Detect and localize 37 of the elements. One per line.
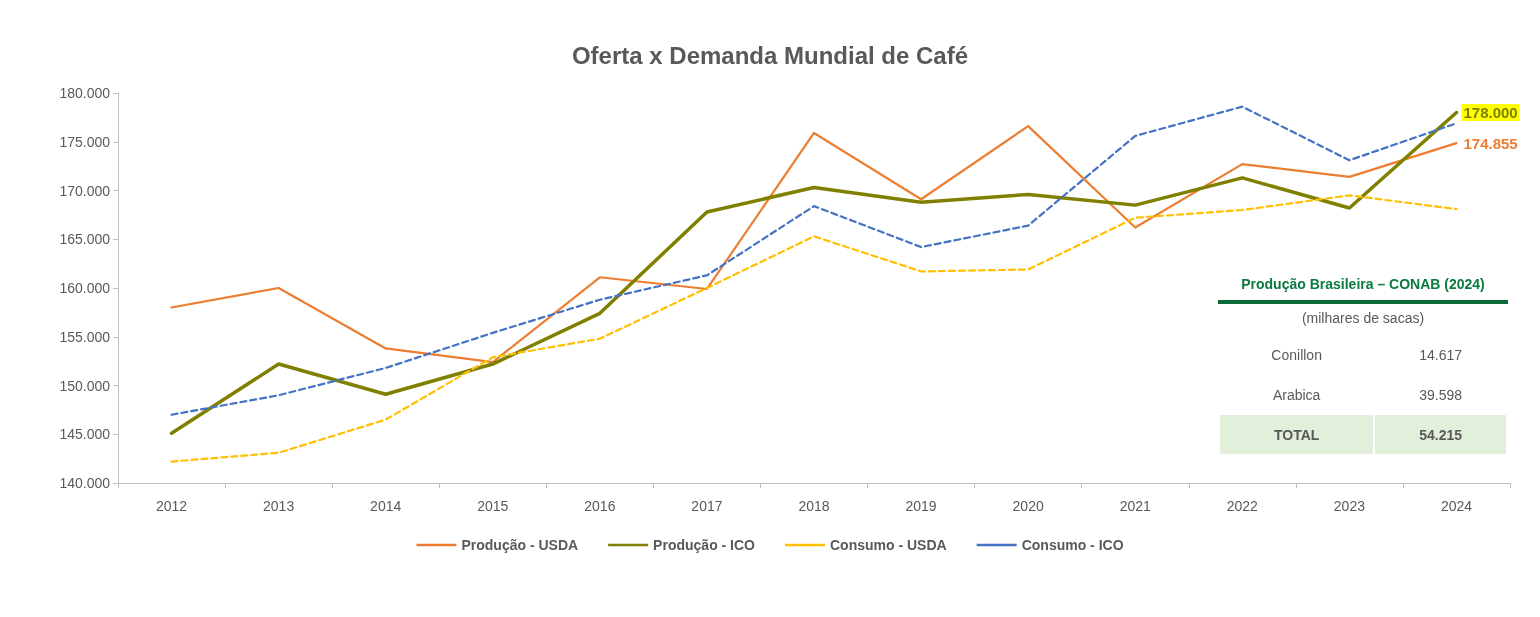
x-tick-label: 2016	[584, 498, 616, 514]
legend-label: Produção - ICO	[653, 537, 756, 553]
y-tick-label: 175.000	[59, 133, 111, 150]
text: Produção Brasileira – CONAB (2024)	[1218, 276, 1508, 304]
x-tick-label: 2014	[370, 498, 402, 514]
x-tick-label: 2018	[798, 498, 830, 514]
x-tick-label: 2012	[155, 498, 188, 514]
x-tick-label: 2021	[1119, 498, 1152, 514]
text: 39.598	[1419, 386, 1463, 403]
category-label: Conillon	[1270, 345, 1323, 365]
legend-label: Consumo - USDA	[830, 537, 947, 553]
y-tick-label: 180.000	[59, 85, 111, 101]
x-tick-label: 2023	[1333, 498, 1366, 514]
text: 14.617	[1419, 346, 1463, 363]
chart-title: Oferta x Demanda Mundial de Café	[571, 41, 969, 69]
y-tick-label: 170.000	[59, 182, 111, 199]
category-label: Arabica	[1271, 385, 1322, 405]
x-tick-label: 2019	[905, 498, 937, 514]
x-tick-label: 2017	[691, 498, 723, 514]
y-tick-label: 155.000	[59, 328, 111, 345]
x-tick-label: 2015	[477, 498, 509, 514]
text: (milhares de sacas)	[1300, 309, 1426, 328]
text: 54.215	[1419, 426, 1463, 443]
data-label: 174.855	[1463, 134, 1518, 152]
y-tick-label: 140.000	[59, 475, 111, 491]
y-tick-label: 160.000	[59, 280, 111, 296]
y-tick-label: 165.000	[59, 231, 111, 248]
category-label: TOTAL	[1220, 415, 1374, 454]
y-tick-label: 150.000	[59, 377, 111, 394]
x-tick-label: 2013	[263, 498, 295, 514]
y-tick-label: 145.000	[59, 426, 111, 443]
legend-label: Produção - USDA	[461, 537, 579, 553]
data-label: 178.000	[1463, 104, 1518, 121]
x-tick-label: 2020	[1012, 498, 1044, 514]
x-tick-label: 2024	[1440, 498, 1473, 514]
x-tick-label: 2022	[1226, 498, 1259, 514]
legend-label: Consumo - ICO	[1021, 537, 1124, 553]
